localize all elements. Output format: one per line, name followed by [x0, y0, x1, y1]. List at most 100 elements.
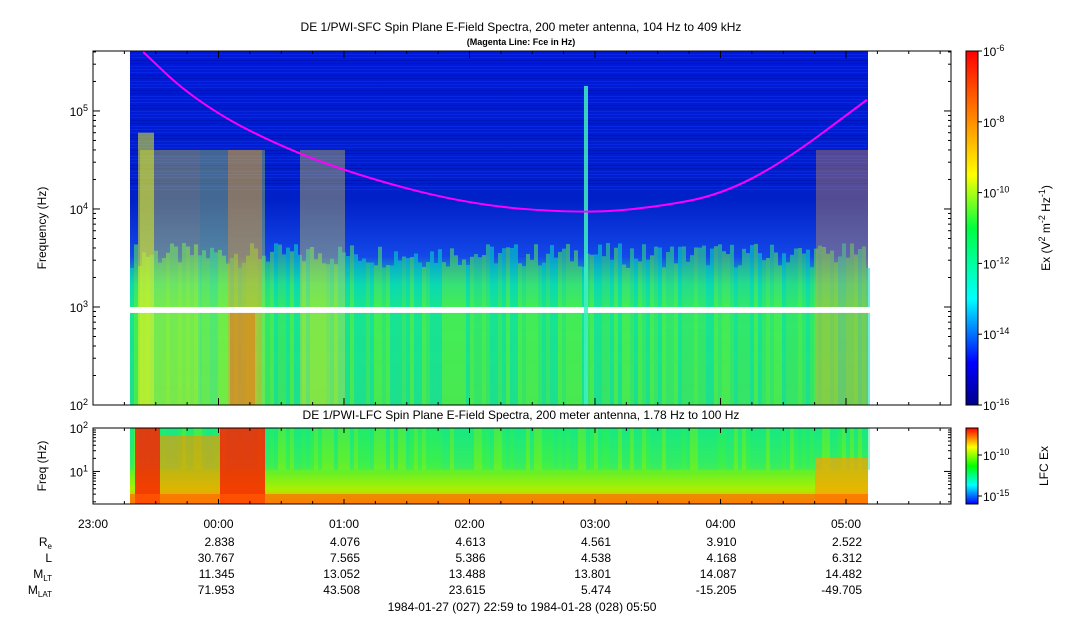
lfc-noise-column: [858, 428, 862, 470]
sfc-noise-column: [626, 267, 630, 405]
sfc-band-line: [130, 123, 868, 124]
sfc-noise-column: [746, 253, 750, 405]
sfc-noise-column: [502, 248, 506, 405]
sfc-noise-column: [218, 249, 222, 405]
sfc-noise-column: [614, 247, 618, 405]
lfc-noise-column: [730, 428, 734, 470]
sfc-noise-column: [254, 248, 258, 405]
lfc-noise-column: [426, 428, 430, 470]
lfc-noise-column: [522, 428, 526, 470]
sfc-noise-column: [598, 244, 602, 405]
sfc-band-line: [130, 132, 868, 133]
sfc-noise-column: [546, 253, 550, 405]
sfc-y-tick-label: 105: [70, 103, 88, 119]
sfc-noise-column: [234, 253, 238, 405]
sfc-noise-column: [778, 265, 782, 405]
sfc-noise-column: [206, 258, 210, 405]
sfc-noise-column: [290, 251, 294, 405]
sfc-y-tick-label: 102: [70, 397, 88, 413]
sfc-noise-column: [618, 243, 622, 405]
sfc-noise-column: [470, 256, 474, 405]
sfc-noise-column: [258, 259, 262, 405]
sfc-band-line: [130, 60, 868, 61]
lfc-noise-column: [666, 428, 670, 470]
sfc-noise-column: [770, 244, 774, 405]
sfc-noise-column: [634, 258, 638, 405]
lfc-noise-column: [478, 428, 482, 470]
sfc-noise-column: [802, 253, 806, 405]
lfc-noise-column: [510, 428, 514, 470]
lfc-noise-column: [866, 428, 870, 470]
sfc-noise-column: [642, 244, 646, 405]
sfc-band-line: [130, 102, 868, 103]
sfc-band-line: [130, 105, 868, 106]
lfc-noise-column: [758, 428, 762, 470]
lfc-noise-column: [410, 428, 414, 470]
sfc-noise-column: [822, 246, 826, 405]
sfc-band-line: [130, 183, 868, 184]
lfc-noise-column: [370, 428, 374, 470]
sfc-noise-column: [722, 251, 726, 405]
sfc-band-line: [130, 159, 868, 160]
sfc-noise-column: [298, 254, 302, 405]
lfc-noise-column: [470, 428, 474, 470]
lfc-noise-column: [442, 428, 446, 470]
lfc-noise-column: [686, 428, 690, 470]
lfc-noise-column: [290, 428, 294, 470]
lfc-noise-column: [494, 428, 498, 470]
ephemeris-value: 2.522: [832, 535, 862, 549]
lfc-noise-column: [658, 428, 662, 470]
sfc-band-line: [130, 63, 868, 64]
sfc-noise-column: [246, 255, 250, 405]
sfc-noise-column: [814, 248, 818, 405]
sfc-band-line: [130, 126, 868, 127]
sfc-noise-column: [658, 247, 662, 405]
sfc-noise-column: [538, 265, 542, 405]
lfc-noise-column: [646, 428, 650, 470]
sfc-noise-column: [758, 253, 762, 405]
lfc-noise-column: [358, 428, 362, 470]
sfc-band-line: [130, 141, 868, 142]
sfc-noise-column: [374, 265, 378, 405]
sfc-y-axis: 102 103 104 105: [70, 51, 951, 413]
sfc-noise-column: [334, 264, 338, 405]
lfc-spectrogram-panel: 102 101 Freq (Hz): [35, 420, 952, 505]
ephemeris-row-label: MLT: [33, 567, 52, 583]
lfc-noise-column: [314, 428, 318, 470]
sfc-noise-column: [330, 258, 334, 405]
sfc-activity-region: [138, 132, 154, 405]
sfc-noise-column: [318, 253, 322, 405]
lfc-noise-column: [802, 428, 806, 470]
sfc-noise-column: [750, 245, 754, 405]
lfc-noise-column: [466, 428, 470, 470]
sfc-noise-column: [430, 251, 434, 405]
sfc-noise-column: [446, 266, 450, 405]
sfc-noise-column: [790, 254, 794, 405]
sfc-noise-column: [526, 253, 530, 405]
sfc-noise-column: [842, 243, 846, 405]
lfc-noise-column: [418, 428, 422, 470]
lfc-noise-column: [862, 428, 866, 470]
sfc-band-line: [130, 90, 868, 91]
lfc-activity-region: [135, 428, 160, 504]
lfc-noise-column: [818, 428, 822, 470]
time-range-label: 1984-01-27 (027) 22:59 to 1984-01-28 (02…: [388, 600, 657, 614]
ephemeris-value: 3.910: [706, 535, 736, 549]
ephemeris-value: 4.168: [706, 551, 736, 565]
time-tick-label: 23:00: [78, 517, 108, 531]
lfc-activity-region: [160, 436, 220, 504]
lfc-noise-column: [374, 428, 378, 470]
fce-magenta-line: [142, 51, 868, 213]
sfc-noise-column: [574, 250, 578, 405]
time-axis: 23:00 00:00 01:00 02:00 03:00 04:00 05:00: [78, 51, 941, 531]
sfc-band-line: [130, 66, 868, 67]
lfc-noise-column: [430, 428, 434, 470]
sfc-noise-column: [782, 253, 786, 405]
lfc-low-band: [130, 494, 868, 504]
sfc-noise-column: [414, 253, 418, 405]
sfc-noise-column: [742, 248, 746, 405]
sfc-noise-column: [710, 248, 714, 405]
sfc-noise-column: [530, 259, 534, 405]
time-tick-label: 05:00: [831, 517, 861, 531]
sfc-colorbar-ticks: 10-6 10-8 10-10 10-12 10-14 10-16: [978, 43, 1009, 413]
